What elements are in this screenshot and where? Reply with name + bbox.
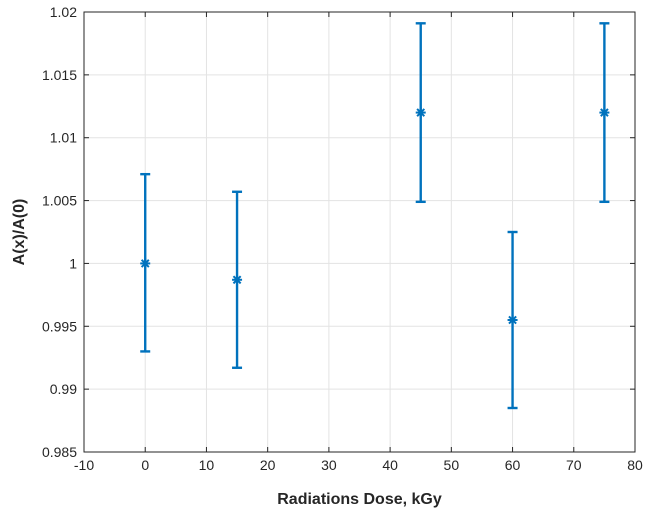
tick-labels: -10 0 10 20 30 40 50 60 70 80 0.985 0.99 0.995 1 1.005… xyxy=(42,4,643,473)
asterisk-marker xyxy=(140,258,151,269)
y-tick-label: 1.01 xyxy=(50,130,77,146)
data-point xyxy=(232,190,243,369)
y-tick-label: 1.005 xyxy=(42,193,77,209)
axes-box xyxy=(83,11,636,453)
x-tick-label: 30 xyxy=(321,457,337,473)
y-axis-title: A(x)/A(0) xyxy=(11,199,28,266)
marker-stroke xyxy=(140,259,150,268)
x-tick-label: 40 xyxy=(382,457,398,473)
marker-stroke xyxy=(416,108,426,117)
axes xyxy=(83,11,636,453)
x-tick-label: 0 xyxy=(141,457,149,473)
marker-stroke xyxy=(508,315,517,325)
plot-area xyxy=(84,12,635,452)
x-axis-title: Radiations Dose, kGy xyxy=(277,491,442,508)
asterisk-marker xyxy=(507,315,518,325)
y-tick-label: 1.02 xyxy=(50,4,77,20)
asterisk-marker xyxy=(232,274,243,285)
data-point xyxy=(507,230,518,410)
data-point xyxy=(415,22,426,204)
marker-stroke xyxy=(600,108,609,117)
x-tick-label: 60 xyxy=(505,457,521,473)
y-tick-label: 0.99 xyxy=(50,381,77,397)
asterisk-marker xyxy=(599,107,610,118)
x-tick-label: -10 xyxy=(74,457,94,473)
data-point xyxy=(599,22,610,204)
x-tick-label: 20 xyxy=(260,457,276,473)
x-tick-label: 80 xyxy=(627,457,643,473)
y-tick-label: 1.015 xyxy=(42,67,77,83)
data-point xyxy=(140,172,151,353)
data-series xyxy=(140,22,610,410)
x-tick-label: 70 xyxy=(566,457,582,473)
x-tick-label: 50 xyxy=(444,457,460,473)
y-tick-label: 1 xyxy=(69,255,77,271)
y-tick-label: 0.985 xyxy=(42,444,77,460)
y-tick-label: 0.995 xyxy=(42,318,77,334)
x-tick-label: 10 xyxy=(199,457,215,473)
marker-stroke xyxy=(232,275,242,285)
asterisk-marker xyxy=(415,107,426,118)
